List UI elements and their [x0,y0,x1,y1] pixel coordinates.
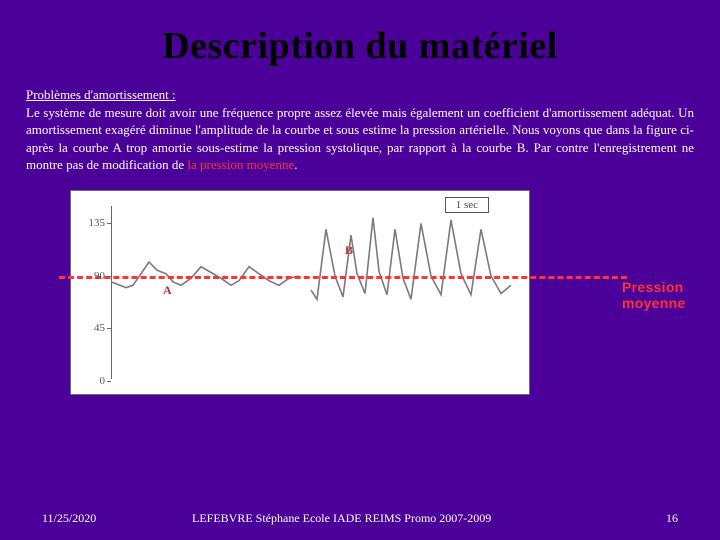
ytick-label: 45 [75,322,105,334]
para-text: Le système de mesure doit avoir une fréq… [26,105,694,173]
ytick-label: 0 [75,375,105,387]
para-tail: . [294,157,297,172]
ytick-mark [107,276,111,277]
pressure-chart: 1 sec A B 04590135 [70,190,530,395]
body-paragraph: Problèmes d'amortissement : Le système d… [0,86,720,174]
ytick-label: 135 [75,217,105,229]
chart-container: 1 sec A B 04590135 Pression moyenne [70,190,530,395]
para-highlight: la pression moyenne [187,157,294,172]
ytick-label: 90 [75,270,105,282]
chart-svg [111,191,519,396]
slide-footer: 11/25/2020 LEFEBVRE Stéphane Ecole IADE … [0,511,720,526]
ytick-mark [107,223,111,224]
ytick-mark [107,328,111,329]
mean-pressure-line [59,276,627,279]
footer-date: 11/25/2020 [42,511,152,526]
ytick-mark [107,381,111,382]
page-title: Description du matériel [0,0,720,86]
footer-author: LEFEBVRE Stéphane Ecole IADE REIMS Promo… [152,511,628,526]
para-lead: Problèmes d'amortissement : [26,87,176,102]
mean-pressure-label: Pression moyenne [622,279,686,311]
footer-page-number: 16 [628,511,688,526]
